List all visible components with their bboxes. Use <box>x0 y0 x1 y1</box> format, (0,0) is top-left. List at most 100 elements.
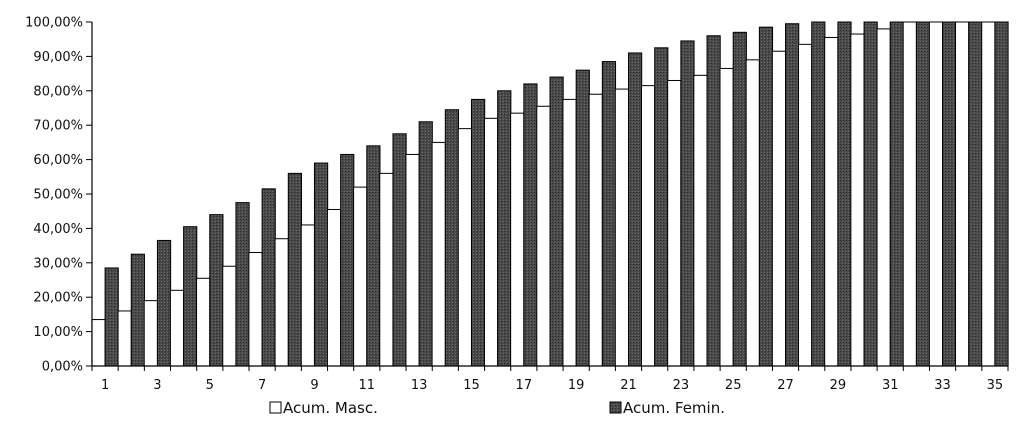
bar-acum-masc <box>457 128 472 367</box>
x-tick-label: 1 <box>101 378 109 393</box>
y-tick-label: 90,00% <box>33 50 83 65</box>
bar-acum-femin <box>156 239 172 367</box>
bar-acum-masc <box>614 88 630 367</box>
bar-acum-femin <box>915 21 931 367</box>
legend-swatch-femin <box>609 401 622 414</box>
bar-acum-masc <box>536 105 551 367</box>
bar-acum-masc <box>326 208 342 367</box>
bar-acum-masc <box>222 265 237 367</box>
bar-acum-masc <box>955 21 970 367</box>
x-tick-label: 17 <box>516 378 533 393</box>
bar-acum-masc <box>143 300 158 367</box>
bar-acum-femin <box>130 253 145 367</box>
legend: Acum. Masc. Acum. Femin. <box>269 399 725 417</box>
y-tick-label: 30,00% <box>33 256 83 271</box>
bar-acum-masc <box>719 67 734 367</box>
y-tick-label: 50,00% <box>33 188 83 203</box>
bar-acum-masc <box>850 33 865 367</box>
bars <box>91 21 1009 367</box>
x-tick-label: 29 <box>830 378 847 393</box>
y-tick-label: 60,00% <box>33 153 83 168</box>
bar-acum-femin <box>549 76 564 367</box>
bar-acum-femin <box>183 226 198 367</box>
bar-acum-femin <box>628 52 643 367</box>
bar-acum-femin <box>340 153 355 367</box>
bar-acum-femin <box>785 23 800 367</box>
bar-acum-masc <box>824 36 839 367</box>
bar-acum-masc <box>745 59 760 367</box>
bar-acum-femin <box>235 202 250 367</box>
bar-acum-masc <box>693 74 708 367</box>
x-tick-label: 11 <box>359 378 376 393</box>
legend-label-femin: Acum. Femin. <box>623 399 725 417</box>
bar-acum-femin <box>392 133 407 367</box>
x-tick-label: 15 <box>463 378 480 393</box>
legend-swatch-masc <box>269 401 282 414</box>
bar-acum-masc <box>431 141 446 367</box>
y-axis-ticks: 0,00% 10,00% 20,00% 30,00% 40,00% 50,00% 60,00… <box>25 16 92 375</box>
x-tick-label: 21 <box>620 378 637 393</box>
bar-acum-masc <box>483 117 499 367</box>
bar-acum-masc <box>588 93 603 367</box>
x-tick-label: 27 <box>777 378 794 393</box>
bar-acum-masc <box>379 172 394 367</box>
bar-acum-masc <box>196 277 211 367</box>
bar-acum-femin <box>732 31 747 367</box>
bar-acum-masc <box>248 251 263 367</box>
x-tick-label: 25 <box>725 378 742 393</box>
bar-acum-masc <box>667 79 682 367</box>
y-tick-label: 70,00% <box>33 119 83 134</box>
bar-acum-masc <box>300 224 315 367</box>
bar-acum-masc <box>91 319 106 367</box>
bar-acum-masc <box>510 112 525 367</box>
bar-acum-femin <box>287 172 302 367</box>
y-tick-label: 100,00% <box>25 16 83 31</box>
bar-acum-masc <box>562 98 577 367</box>
bar-acum-femin <box>575 69 590 367</box>
axes <box>91 22 1008 367</box>
bar-acum-femin <box>366 145 381 367</box>
x-tick-label: 5 <box>206 378 214 393</box>
bar-acum-femin <box>104 267 119 367</box>
x-tick-label: 7 <box>258 378 266 393</box>
y-tick-label: 0,00% <box>42 360 83 375</box>
bar-acum-femin <box>654 47 669 367</box>
bar-acum-femin <box>811 21 826 367</box>
bar-acum-femin <box>889 21 904 367</box>
bar-acum-femin <box>444 109 460 367</box>
bar-acum-masc <box>928 21 944 367</box>
bar-acum-femin <box>313 162 329 367</box>
bar-acum-masc <box>117 310 132 367</box>
bar-acum-femin <box>497 90 512 367</box>
y-tick-label: 80,00% <box>33 84 83 99</box>
bar-acum-femin <box>418 121 433 367</box>
x-tick-label: 31 <box>882 378 899 393</box>
y-tick-label: 40,00% <box>33 222 83 237</box>
bar-acum-femin <box>994 21 1009 367</box>
legend-label-masc: Acum. Masc. <box>283 399 378 417</box>
x-tick-label: 3 <box>153 378 161 393</box>
y-tick-label: 20,00% <box>33 291 83 306</box>
bar-acum-masc <box>274 238 289 367</box>
x-tick-label: 19 <box>568 378 585 393</box>
x-tick-label: 35 <box>987 378 1004 393</box>
bar-acum-masc <box>876 28 891 367</box>
x-tick-label: 23 <box>673 378 690 393</box>
bar-acum-femin <box>209 214 224 367</box>
bar-acum-masc <box>981 21 996 367</box>
bar-acum-femin <box>523 83 538 367</box>
bar-acum-femin <box>470 98 486 367</box>
x-tick-label: 9 <box>310 378 318 393</box>
bar-acum-femin <box>261 188 276 367</box>
bar-acum-masc <box>798 43 813 367</box>
bar-acum-masc <box>771 50 787 367</box>
bar-acum-masc <box>640 85 656 367</box>
bar-acum-masc <box>169 289 185 367</box>
x-tick-label: 33 <box>934 378 951 393</box>
x-axis-ticks: 1 3 5 7 9 11 13 15 17 19 21 23 25 27 29 31 33 35 <box>91 366 1009 393</box>
bar-acum-femin <box>942 21 957 367</box>
bar-acum-masc <box>353 186 368 367</box>
bar-acum-femin <box>837 21 852 367</box>
y-tick-label: 10,00% <box>33 325 83 340</box>
